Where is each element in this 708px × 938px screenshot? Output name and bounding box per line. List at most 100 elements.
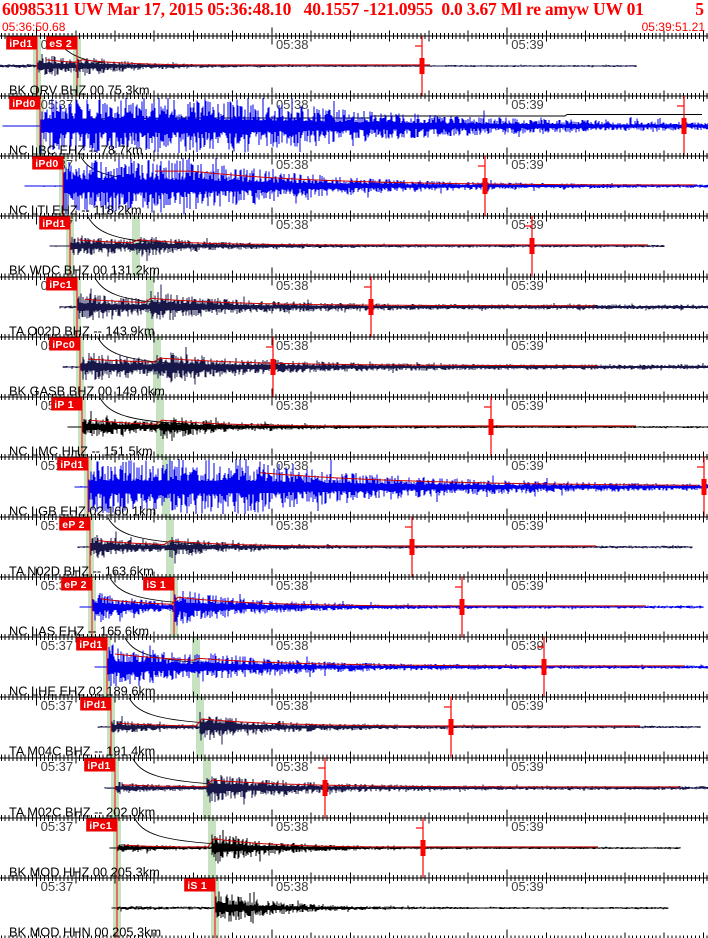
coda-guide-curve xyxy=(132,758,236,786)
p-pick-flag[interactable]: iP 1 xyxy=(51,397,82,411)
pick-flag-label: iPd1 xyxy=(42,218,65,230)
coda-marker[interactable] xyxy=(677,96,687,157)
coda-marker[interactable] xyxy=(697,456,707,518)
p-pick-flag[interactable]: iPc1 xyxy=(46,277,77,291)
waveform[interactable] xyxy=(109,829,681,864)
minute-label: 05:39 xyxy=(511,638,544,653)
station-label: NC LGB EHZ 02 160.1km xyxy=(9,504,156,519)
s-pick-flag[interactable]: iS 1 xyxy=(143,577,174,592)
coda-marker[interactable] xyxy=(525,216,535,277)
coda-guide-curve xyxy=(87,217,165,244)
station-label: TA O02D BHZ -- 143.9km xyxy=(9,323,155,338)
minute-label: 05:39 xyxy=(511,97,544,112)
envelope-line xyxy=(99,596,646,607)
time-ruler-ticks-top xyxy=(0,87,708,105)
p-pick-flag[interactable]: iPd1 xyxy=(84,758,115,772)
trace-row-NC-LAS[interactable]: 05:37 05:38 05:39 eP 2 iS 1 NC LAS EHZ -- 165… xyxy=(0,568,708,646)
p-pick-flag[interactable]: eP 2 xyxy=(61,577,92,592)
coda-marker[interactable] xyxy=(266,336,276,397)
pick-flag-label: iP 1 xyxy=(54,399,74,411)
trace-row-TA-M02C[interactable]: 05:37 05:38 05:39 iPd1 TA M02C BHZ -- 202.0k… xyxy=(0,749,708,827)
pick-flag-label: iPc1 xyxy=(49,279,72,291)
envelope-line xyxy=(121,779,680,787)
time-ruler-ticks-top xyxy=(0,688,708,706)
s-pick-flag[interactable]: eS 2 xyxy=(46,36,77,51)
trace-row-TA-N02D[interactable]: 05:37 05:38 05:39 eP 2 TA N02D BHZ -- 163.6k… xyxy=(0,508,708,586)
station-label: NC LTI EHZ -- 118.2km xyxy=(9,203,142,218)
pick-flag-label: iS 1 xyxy=(187,880,207,892)
waveform[interactable] xyxy=(74,458,708,516)
station-label: NC LBC EHZ -- 78.7km xyxy=(9,143,143,158)
waveform[interactable] xyxy=(104,774,708,805)
minute-label: 05:37 xyxy=(41,819,74,834)
p-pick-flag[interactable]: iPd1 xyxy=(76,637,107,652)
p-pick-flag[interactable]: iPd1 xyxy=(80,697,111,712)
p-pick-flag[interactable]: iPd1 xyxy=(57,457,88,471)
time-ruler-ticks-top xyxy=(0,448,708,466)
pick-flag-label: eP 2 xyxy=(62,519,85,531)
coda-marker[interactable] xyxy=(455,577,465,638)
coda-marker[interactable] xyxy=(478,156,488,217)
pick-flag-label: iPc0 xyxy=(52,339,75,351)
minute-label: 05:39 xyxy=(511,518,544,533)
waveform[interactable] xyxy=(77,531,693,564)
p-pick-flag[interactable]: iPc0 xyxy=(49,337,80,351)
waveform[interactable] xyxy=(79,591,704,626)
coda-marker[interactable] xyxy=(364,276,374,337)
waveform[interactable] xyxy=(59,283,708,320)
trace-row-NC-LHE[interactable]: 05:37 05:38 05:39 iPd1 NC LHE EHZ 02 189.6km xyxy=(0,628,708,706)
time-ruler-ticks-top xyxy=(0,207,708,225)
envelope-line xyxy=(117,718,640,727)
waveform[interactable] xyxy=(97,712,701,746)
waveform[interactable] xyxy=(62,346,708,385)
coda-marker[interactable] xyxy=(318,757,328,818)
s-pick-flag[interactable]: iS 1 xyxy=(184,878,215,892)
event-header-count: 5 xyxy=(695,0,704,19)
p-pick-flag[interactable]: iPd0 xyxy=(9,96,40,111)
minute-label: 05:38 xyxy=(276,37,309,52)
waveform[interactable] xyxy=(24,158,708,215)
p-pick-flag[interactable]: iPd1 xyxy=(39,216,70,231)
waveform[interactable] xyxy=(67,410,708,441)
waveform[interactable] xyxy=(94,644,708,690)
time-ruler-ticks-top xyxy=(0,388,708,406)
p-pick-flag[interactable]: iPd1 xyxy=(6,36,37,51)
coda-marker[interactable] xyxy=(537,637,547,698)
envelope-line xyxy=(89,419,636,427)
pick-flag-label: iPd1 xyxy=(87,760,110,772)
coda-marker[interactable] xyxy=(444,697,454,758)
coda-marker[interactable] xyxy=(484,396,494,457)
trace-row-BK-MOD[interactable]: 05:37 05:38 05:39 iPc1 BK MOD HHZ 00 205.3km xyxy=(0,809,708,887)
coda-marker[interactable] xyxy=(416,817,426,878)
trace-row-BK-MOD[interactable]: 05:37 05:38 05:39 iS 1 BK MOD HHN 00 205.3km xyxy=(0,869,708,938)
p-pick-flag[interactable]: iPc1 xyxy=(86,818,117,832)
p-pick-flag[interactable]: eP 2 xyxy=(59,517,90,532)
p-pick-flag[interactable]: iPd0 xyxy=(32,156,63,171)
trace-row-NC-LGB[interactable]: 05:37 05:38 05:39 iPd1 NC LGB EHZ 02 160.1km xyxy=(0,448,708,526)
trace-row-NC-LBC[interactable]: 05:37 05:38 05:39 iPd0 NC LBC EHZ -- 78.7km xyxy=(0,87,708,165)
station-label: BK WDC BHZ 00 131.2km xyxy=(9,263,160,278)
waveform[interactable] xyxy=(0,53,637,85)
minute-label: 05:37 xyxy=(41,879,74,894)
minute-label: 05:38 xyxy=(276,157,309,172)
trace-row-TA-M04C[interactable]: 05:37 05:38 05:39 iPd1 TA M04C BHZ -- 191.4k… xyxy=(0,688,708,767)
waveform[interactable] xyxy=(111,891,669,926)
minute-label: 05:38 xyxy=(276,578,309,593)
waveform[interactable] xyxy=(49,235,665,262)
envelope-line xyxy=(123,837,598,848)
coda-marker[interactable] xyxy=(405,517,415,578)
waveform[interactable] xyxy=(2,97,708,155)
coda-marker[interactable] xyxy=(415,36,425,97)
